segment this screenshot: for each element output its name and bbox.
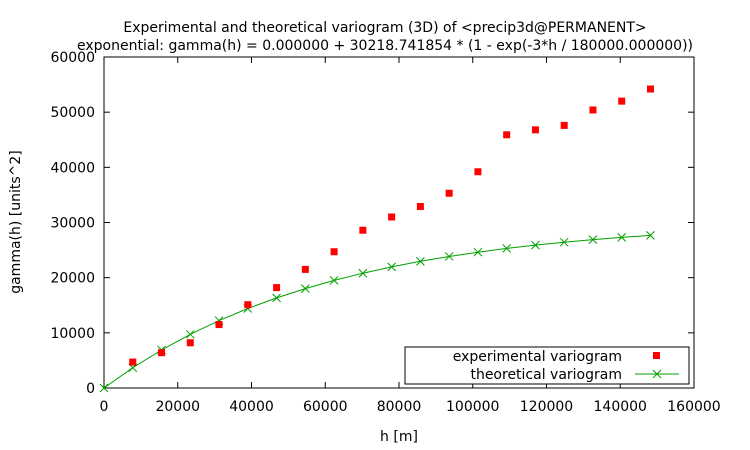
chart-subtitle: exponential: gamma(h) = 0.000000 + 30218… (77, 38, 693, 54)
experimental-point (646, 85, 654, 93)
x-axis-label: h [m] (380, 429, 418, 445)
y-tick-label: 40000 (50, 160, 95, 176)
x-tick-label: 80000 (377, 399, 422, 415)
y-axis: 0 10000 20000 30000 40000 50000 60000 (50, 50, 694, 397)
theoretical-point-stroke (531, 240, 540, 250)
experimental-point (273, 284, 281, 292)
x-tick-label: 40000 (229, 399, 274, 415)
legend-marker-experimental (653, 352, 660, 359)
theoretical-point-stroke (387, 262, 396, 272)
x-tick-label: 20000 (155, 399, 200, 415)
theoretical-point-stroke (99, 383, 109, 393)
y-tick-label: 60000 (50, 50, 95, 66)
y-tick-label: 50000 (50, 105, 95, 121)
experimental-point (618, 97, 626, 105)
legend-label-theoretical: theoretical variogram (470, 367, 622, 383)
x-tick-label: 140000 (594, 399, 647, 415)
theoretical-point (387, 262, 396, 272)
x-tick-label: 120000 (520, 399, 573, 415)
theoretical-point-stroke (617, 233, 627, 242)
experimental-point (129, 358, 137, 366)
theoretical-point (588, 235, 598, 244)
plot-area-frame (103, 56, 695, 389)
x-axis: 0 20000 40000 60000 80000 100000 120000 140000 1… (100, 57, 721, 415)
legend: experimental variogram theoretical vario… (404, 346, 690, 385)
x-tick-label: 160000 (667, 399, 720, 415)
theoretical-point (99, 383, 109, 393)
experimental-point (158, 349, 166, 357)
theoretical-point-stroke (185, 329, 195, 339)
theoretical-point-stroke (272, 293, 281, 303)
series-layer (99, 85, 655, 393)
y-tick-label: 20000 (50, 271, 95, 287)
experimental-point (186, 339, 194, 347)
experimental-point (330, 248, 338, 256)
theoretical-point (358, 268, 368, 278)
y-axis-label: gamma(h) [units^2] (8, 150, 24, 294)
theoretical-point (300, 284, 310, 293)
theoretical-point (185, 329, 195, 339)
legend-box (404, 346, 690, 385)
experimental-point (560, 121, 568, 129)
theoretical-point-stroke (444, 252, 454, 261)
x-tick-label: 0 (100, 399, 109, 415)
theoretical-variogram-line (103, 234, 651, 389)
theoretical-point-stroke (300, 284, 310, 293)
experimental-point (503, 131, 511, 139)
experimental-point (531, 126, 539, 134)
theoretical-point-stroke (358, 268, 368, 278)
legend-label-experimental: experimental variogram (453, 349, 622, 365)
theoretical-point-stroke (416, 256, 425, 266)
theoretical-point-stroke (646, 231, 655, 240)
y-tick-label: 30000 (50, 216, 95, 232)
y-tick-label: 10000 (50, 326, 95, 342)
experimental-point (474, 168, 482, 176)
experimental-point (301, 265, 309, 273)
theoretical-point-stroke (473, 247, 483, 257)
experimental-point (445, 189, 453, 197)
experimental-point (589, 106, 597, 114)
x-tick-label: 60000 (303, 399, 348, 415)
theoretical-point (559, 237, 569, 247)
theoretical-point (473, 247, 483, 257)
theoretical-point (502, 244, 512, 253)
theoretical-point (617, 233, 627, 242)
experimental-point (244, 301, 252, 309)
theoretical-point (646, 231, 655, 240)
theoretical-point (444, 252, 454, 261)
legend-marker-theoretical (652, 369, 662, 379)
theoretical-point (416, 256, 425, 266)
experimental-point (215, 321, 223, 329)
chart-title: Experimental and theoretical variogram (… (123, 20, 646, 36)
experimental-point (388, 213, 396, 221)
experimental-point (359, 226, 367, 234)
theoretical-point-stroke (559, 237, 569, 247)
theoretical-point (531, 240, 540, 250)
x-tick-label: 100000 (446, 399, 499, 415)
theoretical-point-stroke (329, 276, 339, 285)
theoretical-point (272, 293, 281, 303)
experimental-point (416, 203, 424, 211)
y-tick-label: 0 (86, 381, 95, 397)
theoretical-point-stroke (502, 244, 512, 253)
theoretical-point-stroke (588, 235, 598, 244)
theoretical-point (329, 276, 339, 285)
